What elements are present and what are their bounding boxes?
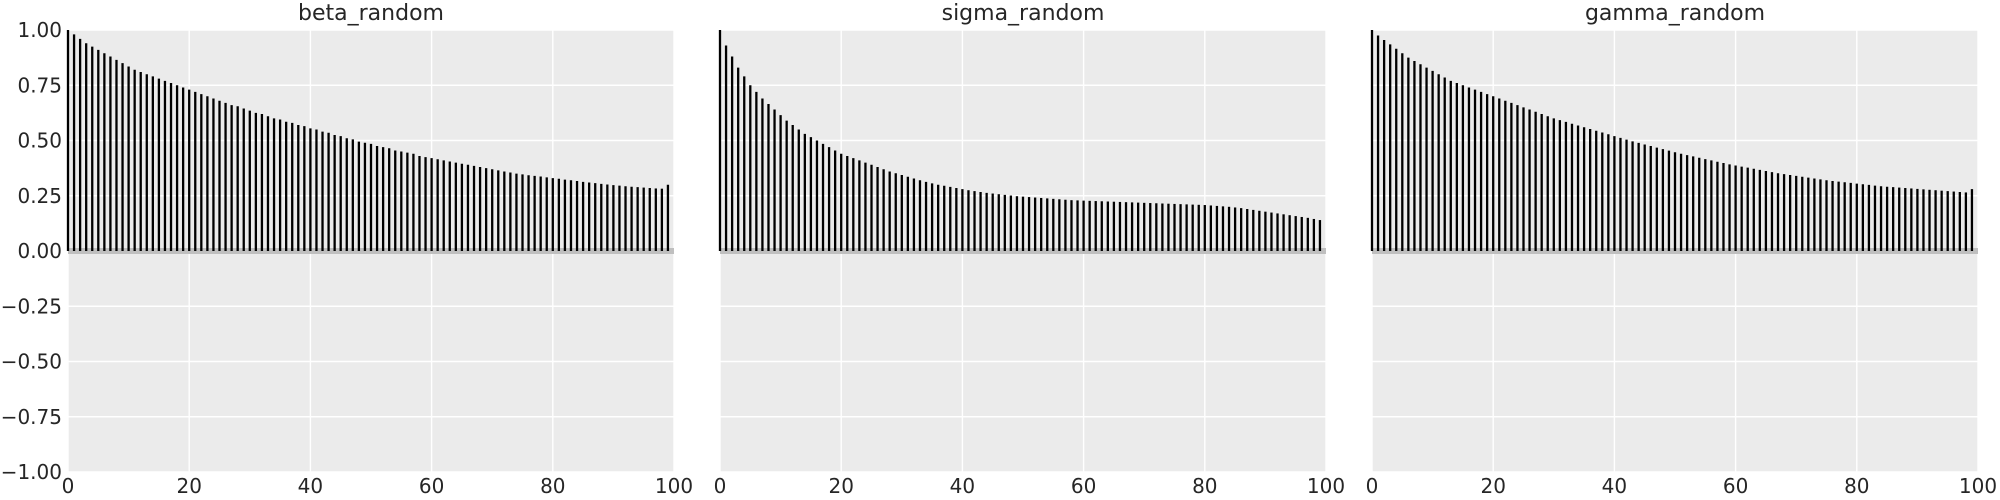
x-tick-label: 60 [1071,474,1096,498]
x-tick-label: 0 [714,474,727,498]
x-tick-label: 80 [1192,474,1217,498]
x-tick-label: 0 [62,474,75,498]
x-tick-label: 100 [655,474,693,498]
y-tick-label: −1.00 [1,460,62,484]
x-tick-label: 100 [1307,474,1345,498]
y-tick-label: 0.00 [17,239,62,263]
chart-title: gamma_random [1585,1,1765,26]
y-tick-label: −0.75 [1,405,62,429]
x-tick-label: 0 [1366,474,1379,498]
x-tick-label: 80 [540,474,565,498]
x-tick-label: 60 [1723,474,1748,498]
x-tick-label: 40 [1602,474,1627,498]
x-tick-label: 20 [176,474,201,498]
y-tick-label: −0.50 [1,350,62,374]
y-tick-label: 0.50 [17,129,62,153]
chart-title: sigma_random [942,1,1105,26]
y-tick-label: 1.00 [17,18,62,42]
x-tick-label: 60 [419,474,444,498]
y-tick-label: 0.75 [17,73,62,97]
chart-title: beta_random [298,1,444,26]
x-tick-label: 20 [828,474,853,498]
x-tick-label: 80 [1844,474,1869,498]
x-tick-label: 100 [1959,474,1997,498]
x-tick-label: 40 [298,474,323,498]
y-tick-label: −0.25 [1,294,62,318]
x-tick-label: 20 [1480,474,1505,498]
y-tick-label: 0.25 [17,184,62,208]
x-tick-label: 40 [950,474,975,498]
